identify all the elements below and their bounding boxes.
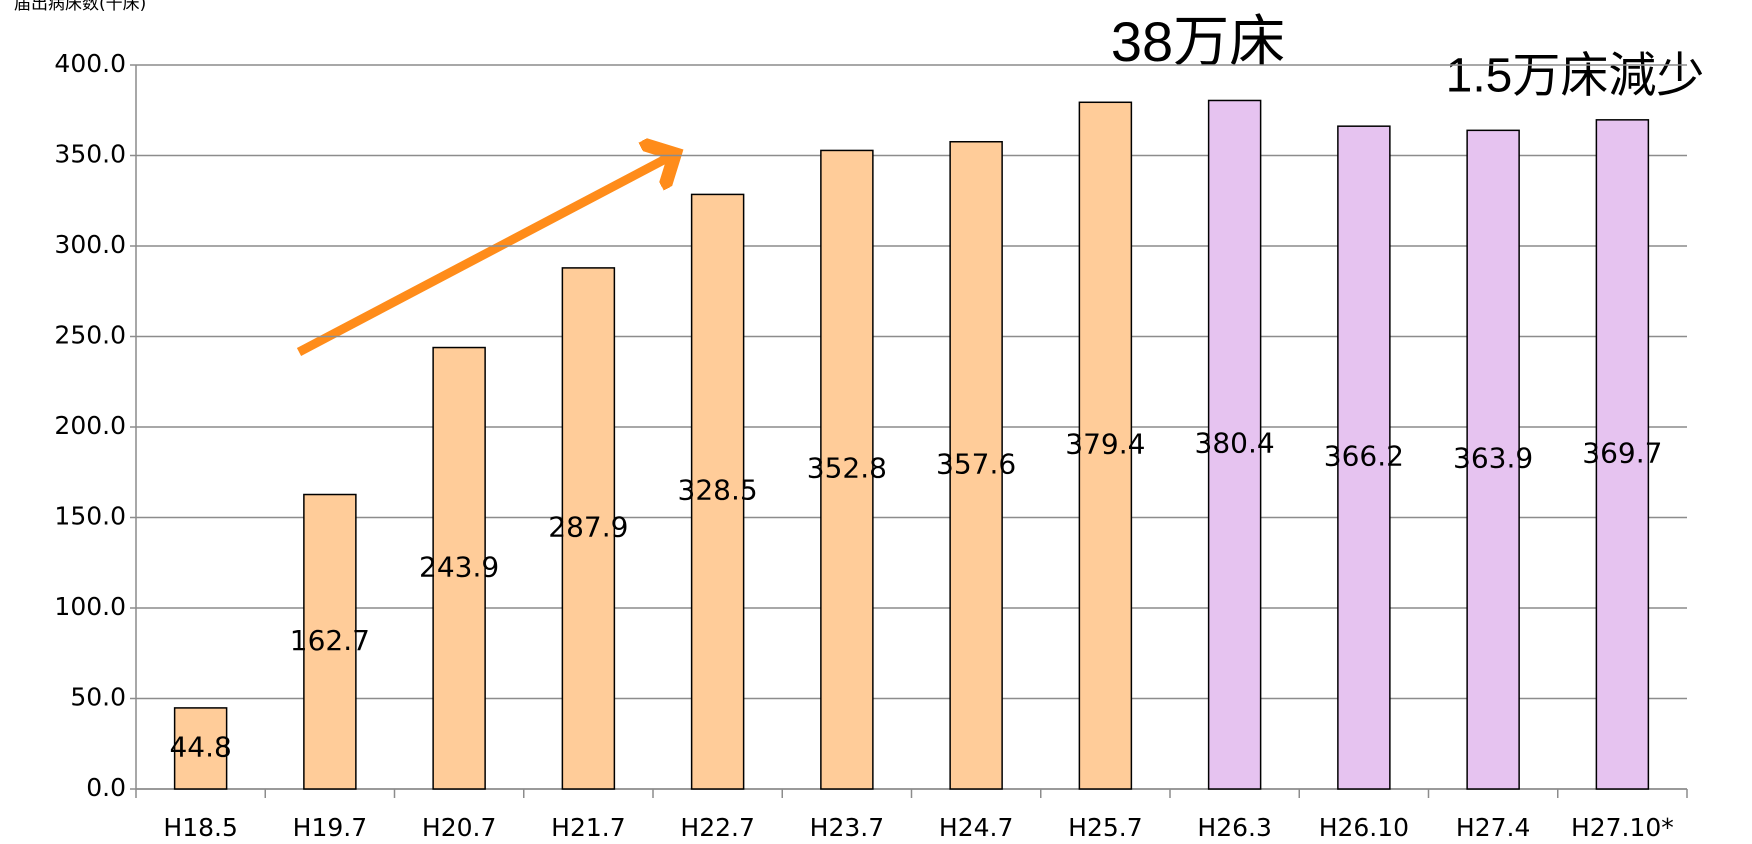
x-tick-label: H27.10* [1571,813,1674,842]
x-tick-label: H26.3 [1197,813,1271,842]
y-tick-label: 150.0 [54,502,126,531]
data-label: 328.5 [678,474,758,507]
bar [820,149,874,790]
x-tick-label: H24.7 [939,813,1013,842]
y-tick-label: 200.0 [54,411,126,440]
y-tick-label: 50.0 [70,683,126,712]
bar [1466,129,1520,790]
x-tick-label: H18.5 [163,813,237,842]
y-tick-label: 350.0 [54,140,126,169]
bar [1207,99,1262,790]
bar [1337,125,1391,790]
x-tick-label: H26.10 [1319,813,1409,842]
x-tick-label: H21.7 [551,813,625,842]
data-label: 363.9 [1453,442,1533,475]
x-tick-label: H20.7 [422,813,496,842]
bar [1078,101,1133,790]
data-label: 369.7 [1582,436,1662,469]
bar [173,707,228,790]
x-tick-label: H19.7 [293,813,367,842]
y-axis-label: 届出病床数(千床) [14,0,146,14]
x-tick-label: H23.7 [810,813,884,842]
y-tick-label: 300.0 [54,230,126,259]
x-tick-label: H25.7 [1068,813,1142,842]
data-label: 380.4 [1195,427,1275,460]
annotation: 1.5万床減少 [1446,50,1705,103]
bar [432,346,486,790]
data-label: 44.8 [169,730,231,763]
data-label: 379.4 [1065,428,1145,461]
bar [303,493,357,790]
annotation: 38万床 [1111,10,1285,73]
data-label: 357.6 [936,447,1016,480]
bar [690,193,745,790]
data-label: 352.8 [807,452,887,485]
data-label: 243.9 [419,550,499,583]
data-label: 366.2 [1324,440,1404,473]
y-tick-label: 250.0 [54,321,126,350]
x-tick-label: H22.7 [680,813,754,842]
data-label: 287.9 [548,510,628,543]
bar [949,140,1003,790]
y-tick-label: 400.0 [54,49,126,78]
x-tick-label: H27.4 [1456,813,1530,842]
trend-arrow [296,154,675,356]
bar [561,267,616,790]
y-tick-label: 100.0 [54,592,126,621]
bar [1595,119,1650,790]
data-label: 162.7 [290,624,370,657]
y-tick-label: 0.0 [86,773,126,802]
